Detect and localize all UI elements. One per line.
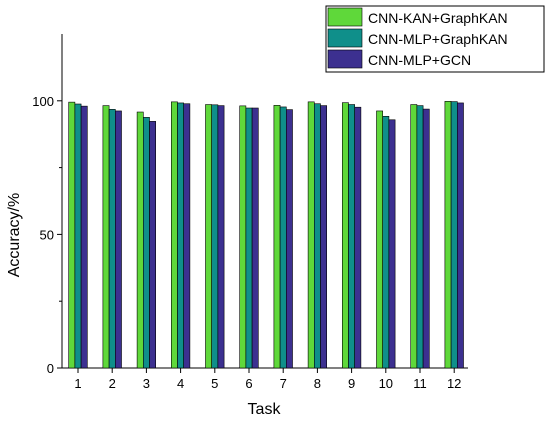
y-tick-label: 100 (32, 94, 54, 109)
bar-1-task-12 (444, 101, 452, 369)
bar-3-task-10 (388, 119, 396, 369)
bar-2-task-3 (143, 117, 150, 369)
x-tick-label: 2 (109, 376, 116, 391)
bar-2-task-6 (245, 107, 253, 369)
bar-1-task-1 (68, 101, 76, 369)
y-axis-label: Accuracy/% (6, 193, 23, 277)
x-tick-label: 11 (413, 376, 427, 391)
x-tick-label: 9 (348, 376, 355, 391)
bar-2-task-8 (313, 103, 321, 369)
x-axis-label: Task (248, 401, 282, 418)
bar-1-task-2 (102, 105, 110, 369)
bar-3-task-11 (422, 108, 430, 369)
bar-2-task-12 (450, 101, 458, 369)
bar-1-task-6 (239, 105, 247, 369)
bar-3-task-7 (285, 109, 293, 369)
x-tick-label: 10 (379, 376, 393, 391)
bar-2-task-4 (177, 102, 184, 369)
legend-swatch-1 (327, 7, 363, 27)
y-tick-label: 0 (47, 361, 54, 376)
bar-3-task-3 (149, 121, 156, 369)
legend-box (325, 5, 545, 73)
legend-swatch-3 (327, 49, 363, 69)
bar-3-task-2 (115, 110, 122, 369)
bar-3-task-9 (354, 106, 362, 369)
x-tick-label: 7 (280, 376, 287, 391)
bar-1-task-7 (273, 105, 281, 369)
bar-2-task-10 (382, 115, 390, 369)
bar-2-task-5 (211, 104, 219, 369)
legend-swatch-2 (327, 28, 363, 48)
bar-3-task-12 (456, 102, 464, 369)
bar-3-task-8 (320, 105, 327, 369)
bar-1-task-9 (341, 102, 349, 369)
bar-3-task-5 (217, 105, 225, 369)
x-tick-label: 4 (177, 376, 184, 391)
bar-1-task-11 (410, 104, 418, 369)
x-tick-label: 8 (314, 376, 321, 391)
bar-1-task-4 (171, 101, 178, 369)
bar-1-task-5 (205, 104, 212, 369)
x-tick-label: 12 (447, 376, 461, 391)
bar-2-task-9 (348, 104, 355, 369)
x-tick-label: 3 (143, 376, 150, 391)
bar-2-task-11 (416, 105, 424, 369)
x-tick-label: 1 (74, 376, 81, 391)
x-tick-label: 5 (211, 376, 218, 391)
bar-3-task-4 (183, 103, 191, 369)
legend: CNN-KAN+GraphKAN CNN-MLP+GraphKAN CNN-MLP+… (325, 5, 545, 73)
bar-1-task-3 (136, 111, 144, 369)
y-tick-label: 50 (40, 227, 54, 242)
bar-1-task-10 (376, 110, 383, 369)
bar-1-task-8 (307, 101, 315, 369)
legend-label-1: CNN-KAN+GraphKAN (368, 10, 508, 26)
bar-2-task-2 (108, 109, 116, 369)
axes (61, 34, 468, 369)
bar-2-task-7 (279, 106, 287, 369)
bar-2-task-1 (74, 103, 82, 369)
bars (68, 101, 464, 369)
x-tick-label: 6 (245, 376, 252, 391)
bar-3-task-1 (80, 105, 88, 369)
bar-3-task-6 (251, 107, 259, 369)
legend-label-2: CNN-MLP+GraphKAN (368, 31, 508, 47)
legend-label-3: CNN-MLP+GCN (368, 52, 471, 68)
